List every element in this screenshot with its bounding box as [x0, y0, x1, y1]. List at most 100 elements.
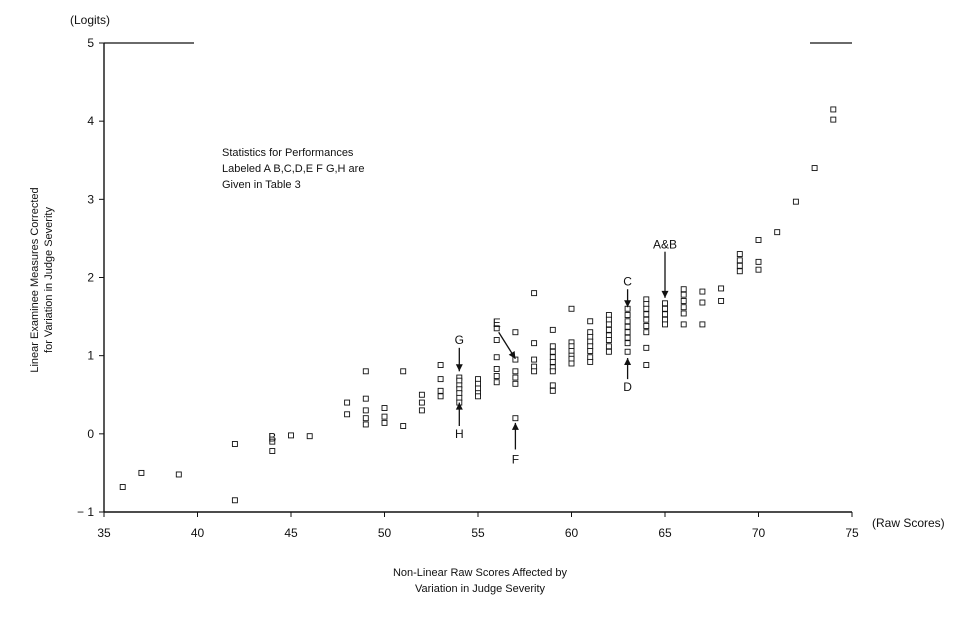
data-point: [643, 316, 650, 323]
data-point: [512, 374, 519, 381]
data-point: [587, 348, 594, 354]
data-point: [680, 304, 687, 311]
x-tick-label: 50: [378, 526, 392, 540]
data-point: [605, 321, 612, 328]
data-point: [643, 305, 650, 312]
annotation-arrowhead: [508, 351, 516, 359]
data-point: [605, 348, 612, 355]
data-point: [568, 360, 575, 367]
data-point: [643, 362, 650, 368]
y-tick-label: 1: [87, 349, 94, 363]
note-line-2: Labeled A B,C,D,E F G,H are: [222, 163, 364, 175]
data-point: [605, 343, 612, 350]
data-point: [493, 366, 500, 372]
data-point: [400, 368, 407, 375]
data-point: [381, 419, 388, 426]
data-point: [531, 368, 538, 375]
x-tick-label: 70: [752, 526, 766, 540]
annotation-label: D: [623, 380, 632, 394]
data-point: [624, 318, 631, 325]
y-unit-label: (Logits): [70, 13, 110, 27]
x-tick-label: 35: [97, 526, 111, 540]
x-tick-label: 65: [658, 526, 672, 540]
data-point: [605, 337, 612, 343]
data-point: [418, 399, 425, 406]
data-point: [269, 438, 276, 445]
data-point: [493, 373, 500, 379]
annotation-label: F: [512, 453, 519, 467]
data-point: [512, 356, 519, 363]
x-tick-label: 55: [471, 526, 485, 540]
annotation-label: B: [268, 431, 276, 445]
data-point: [344, 399, 351, 406]
annotation-label: A&B: [653, 238, 677, 252]
data-point: [699, 321, 706, 328]
data-point: [624, 348, 631, 355]
data-point: [755, 237, 762, 243]
data-point: [830, 116, 837, 123]
annotation-arrowhead: [511, 422, 519, 430]
data-points: [119, 106, 837, 504]
data-point: [493, 325, 500, 332]
data-point: [175, 471, 182, 478]
data-point: [549, 358, 556, 365]
data-point: [344, 411, 351, 418]
data-point: [605, 326, 612, 333]
data-point: [306, 433, 313, 440]
data-point: [587, 358, 594, 365]
data-point: [662, 321, 668, 328]
data-point: [624, 323, 631, 330]
data-point: [418, 407, 425, 414]
data-point: [400, 423, 407, 429]
x-tick-label: 75: [845, 526, 859, 540]
data-point: [699, 299, 706, 306]
data-point: [624, 329, 631, 336]
data-point: [119, 484, 126, 490]
data-point: [568, 305, 575, 312]
annotation-arrowhead: [455, 364, 463, 372]
note-line-1: Statistics for Performances: [222, 147, 354, 159]
data-point: [680, 286, 687, 293]
data-point: [531, 340, 538, 347]
annotation-label: E: [493, 316, 501, 330]
data-point: [587, 318, 594, 325]
data-point: [718, 285, 725, 292]
data-point: [512, 380, 519, 387]
annotation-label: G: [455, 333, 464, 347]
data-point: [269, 448, 276, 454]
data-point: [418, 391, 425, 398]
data-point: [718, 298, 725, 304]
data-point: [755, 266, 762, 273]
data-point: [549, 368, 556, 375]
data-point: [362, 415, 369, 422]
data-point: [792, 198, 799, 205]
x-axis-title-line-2: Variation in Judge Severity: [415, 583, 546, 595]
data-point: [512, 329, 519, 336]
data-point: [624, 340, 631, 347]
data-point: [362, 421, 369, 428]
y-axis-title-line-2: for Variation in Judge Severity: [43, 207, 55, 353]
data-point: [362, 368, 369, 375]
data-point: [643, 311, 650, 318]
x-tick-label: 45: [284, 526, 298, 540]
y-tick-label: 3: [87, 192, 94, 206]
data-point: [437, 362, 444, 368]
data-point: [549, 387, 556, 394]
data-point: [680, 321, 687, 328]
data-point: [231, 441, 238, 447]
data-point: [362, 407, 369, 414]
annotation-arrowhead: [624, 300, 632, 308]
y-tick-label: 5: [87, 36, 94, 50]
data-point: [493, 337, 500, 343]
annotation-arrowhead: [455, 402, 463, 410]
data-point: [624, 312, 631, 318]
annotation-arrowhead: [661, 290, 669, 298]
y-axis-title-line-1: Linear Examinee Measures Corrected: [29, 187, 41, 372]
data-point: [437, 387, 444, 394]
data-point: [138, 469, 145, 476]
data-point: [549, 326, 556, 333]
x-axis-title-line-1: Non-Linear Raw Scores Affected by: [393, 567, 568, 579]
data-point: [680, 298, 687, 304]
